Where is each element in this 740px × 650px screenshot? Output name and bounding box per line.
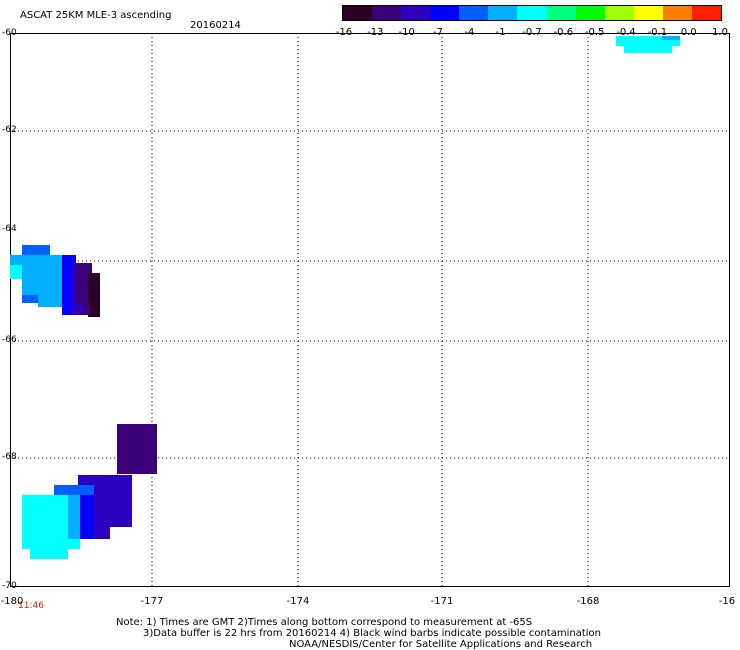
colorbar-label: -4 [464,27,475,38]
colorbar-label: 1.0 [712,27,728,38]
colorbar-swatch [488,6,518,20]
colorbar-swatch [546,6,576,20]
plot-frame [10,33,730,587]
swath-upper-left [10,245,100,317]
x-tick--16: -16 [718,596,736,607]
colorbar-swatch [372,6,402,20]
colorbar-swatch [343,6,373,20]
colorbar-swatch [662,6,692,20]
time-label: 11:46 [18,601,44,611]
x-tick--177: -177 [140,596,164,607]
colorbar-swatch [430,6,460,20]
x-tick--168: -168 [576,596,600,607]
colorbar-label: -0.4 [616,27,636,38]
y-tick--60: -60 [2,28,17,38]
colorbar-swatch [401,6,431,20]
colorbar-label: 0.0 [680,27,697,38]
swath-lower-left [22,424,157,559]
colorbar-label: -7 [433,27,443,38]
colorbar-label: -1 [495,27,506,38]
colorbar-swatch [575,6,605,20]
colorbar-label: -0.1 [647,27,668,38]
map-plot-area [10,33,730,587]
colorbar-swatch [691,6,722,20]
colorbar-swatch [604,6,634,20]
note-line-1: Note: 1) Times are GMT 2)Times along bot… [116,617,533,628]
note-line-3: NOAA/NESDIS/Center for Satellite Applica… [289,639,593,650]
map-title: ASCAT 25KM MLE-3 ascending [20,10,172,21]
colorbar-label: -16 [335,27,353,38]
colorbar-swatch [517,6,547,20]
gridlines [10,33,730,587]
y-tick--70: -70 [2,581,17,591]
y-tick--62: -62 [2,125,17,135]
x-tick--180: -180 [0,596,24,607]
x-tick--171: -171 [430,596,454,607]
colorbar-swatch [459,6,489,20]
colorbar-label: -0.5 [584,27,605,38]
swath-top-right [616,36,680,53]
y-tick--68: -68 [2,452,17,462]
note-line-2: 3)Data buffer is 22 hrs from 20160214 4)… [143,628,601,639]
colorbar-label: -10 [398,27,415,38]
colorbar-swatch [633,6,663,20]
colorbar [342,5,722,21]
colorbar-label: -13 [367,27,384,38]
x-tick--174: -174 [286,596,310,607]
y-tick--66: -66 [2,335,17,345]
map-date: 20160214 [190,20,241,31]
colorbar-label: -0.7 [522,27,542,38]
y-tick--64: -64 [2,224,17,234]
colorbar-label: -0.6 [553,27,574,38]
